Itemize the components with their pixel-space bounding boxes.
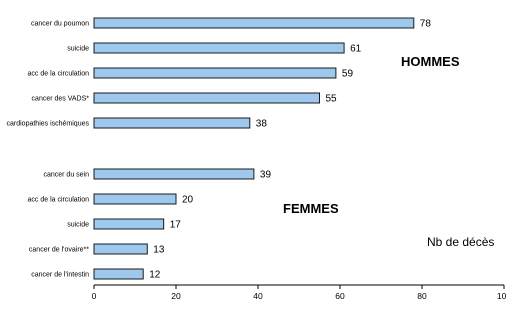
tick-label: 40 bbox=[253, 291, 263, 301]
category-label: cancer de l'intestin bbox=[31, 272, 89, 279]
bar-hommes-suicide bbox=[93, 42, 345, 54]
bar-hommes-cardiopathies-isch-miques bbox=[93, 117, 251, 129]
bar-hommes-cancer-du-poumon bbox=[93, 17, 415, 29]
category-label: acc de la circulation bbox=[28, 71, 90, 78]
data-label: 12 bbox=[149, 270, 161, 281]
data-label: 39 bbox=[260, 170, 272, 181]
bar-femmes-cancer-de-l-intestin bbox=[93, 268, 144, 280]
x-axis-label: Nb de décès bbox=[427, 235, 494, 249]
category-label: suicide bbox=[67, 46, 89, 53]
category-label: cancer du poumon bbox=[31, 21, 89, 28]
group-label-hommes: HOMMES bbox=[401, 54, 460, 69]
tick-label: 100 bbox=[497, 291, 506, 301]
category-label: acc de la circulation bbox=[28, 197, 90, 204]
data-label: 55 bbox=[326, 94, 338, 105]
bar-femmes-acc-de-la-circulation bbox=[93, 193, 177, 205]
x-ticks: 0 20 40 60 80 100 bbox=[92, 285, 506, 301]
data-label: 78 bbox=[420, 19, 432, 30]
data-label: 61 bbox=[350, 44, 362, 55]
data-label: 13 bbox=[153, 245, 165, 256]
bars: cancer du poumon 78 suicide 61 acc de la cir… bbox=[7, 17, 432, 281]
category-label: cancer de l'ovaire** bbox=[29, 247, 89, 254]
bar-hommes-acc-de-la-circulation bbox=[93, 67, 337, 79]
bar-femmes-cancer-de-l-ovaire bbox=[93, 243, 148, 255]
tick-label: 60 bbox=[335, 291, 345, 301]
tick-label: 80 bbox=[417, 291, 427, 301]
category-label: suicide bbox=[67, 222, 89, 229]
bar-hommes-cancer-des-vads bbox=[93, 92, 320, 104]
group-label-femmes: FEMMES bbox=[283, 201, 339, 216]
data-label: 59 bbox=[342, 69, 354, 80]
bar-femmes-suicide bbox=[93, 218, 165, 230]
tick-label: 0 bbox=[92, 291, 97, 301]
category-label: cancer des VADS* bbox=[32, 96, 90, 103]
category-label: cardiopathies ischémiques bbox=[7, 121, 90, 128]
data-label: 17 bbox=[170, 220, 182, 231]
category-label: cancer du sein bbox=[43, 172, 89, 179]
data-label: 20 bbox=[182, 195, 194, 206]
data-label: 38 bbox=[256, 119, 268, 130]
bar-femmes-cancer-du-sein bbox=[93, 168, 255, 180]
tick-label: 20 bbox=[171, 291, 181, 301]
